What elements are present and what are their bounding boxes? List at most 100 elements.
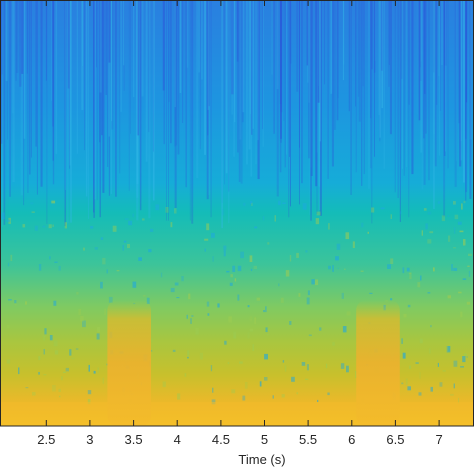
- spectrogram-streak: [99, 0, 101, 143]
- spectrogram-speckle: [437, 362, 439, 367]
- spectrogram-streak: [177, 0, 180, 155]
- spectrogram-streak: [133, 0, 135, 98]
- spectrogram-speckle: [429, 231, 434, 234]
- spectrogram-speckle: [466, 301, 471, 305]
- spectrogram-speckle: [6, 325, 10, 329]
- spectrogram-streak: [206, 0, 209, 200]
- spectrogram-speckle: [127, 244, 130, 249]
- spectrogram-speckle: [224, 340, 227, 345]
- spectrogram-streak: [423, 0, 426, 185]
- spectrogram-speckle: [332, 265, 334, 272]
- spectrogram-streak: [233, 0, 235, 157]
- spectrogram-speckle: [212, 387, 214, 393]
- spectrogram-streak: [136, 0, 139, 198]
- spectrogram-streak: [168, 0, 170, 102]
- spectrogram-streak: [162, 0, 165, 91]
- spectrogram-speckle: [187, 356, 189, 359]
- spectrogram-streak: [379, 0, 381, 142]
- spectrogram-streak: [0, 0, 3, 144]
- spectrogram-speckle: [289, 255, 292, 262]
- spectrogram-speckle: [415, 362, 419, 364]
- spectrogram-streak: [204, 0, 206, 155]
- spectrogram-speckle: [336, 243, 341, 250]
- spectrogram-speckle: [102, 377, 104, 384]
- spectrogram-streak: [316, 0, 318, 215]
- spectrogram-streak: [199, 0, 201, 150]
- spectrogram-streak: [337, 0, 339, 98]
- spectrogram-speckle: [328, 265, 331, 270]
- spectrogram-streak: [388, 0, 390, 65]
- spectrogram-streak: [379, 0, 381, 138]
- spectrogram-streak: [23, 0, 26, 139]
- spectrogram-speckle: [87, 399, 91, 405]
- spectrogram-speckle: [430, 325, 432, 328]
- spectrogram-streak: [242, 0, 245, 113]
- spectrogram-streak: [236, 0, 239, 62]
- spectrogram-speckle: [25, 387, 29, 389]
- spectrogram-streak: [280, 0, 282, 143]
- spectrogram-streak: [52, 0, 54, 127]
- spectrogram-speckle: [155, 204, 160, 211]
- spectrogram-speckle: [263, 310, 265, 313]
- spectrogram-streak: [231, 0, 234, 95]
- spectrogram-streak: [469, 0, 472, 140]
- spectrogram-speckle: [249, 255, 253, 262]
- spectrogram-streak: [46, 0, 48, 224]
- spectrogram-speckle: [390, 258, 394, 264]
- spectrogram-speckle: [278, 283, 280, 287]
- spectrogram-speckle: [439, 382, 443, 387]
- spectrogram-streak: [36, 0, 38, 195]
- spectrogram-streak: [174, 0, 177, 147]
- spectrogram-speckle: [327, 392, 330, 396]
- spectrogram-speckle: [223, 245, 227, 250]
- spectrogram-speckle: [423, 208, 427, 211]
- spectrogram-speckle: [369, 292, 373, 294]
- spectrogram-streak: [283, 0, 285, 121]
- spectrogram-speckle: [284, 365, 287, 372]
- spectrogram-speckle: [307, 290, 310, 296]
- spectrogram-streak: [355, 0, 357, 173]
- spectrogram-speckle: [128, 220, 133, 226]
- spectrogram-speckle: [402, 352, 406, 359]
- spectrogram-speckle: [25, 301, 27, 305]
- spectrogram-speckle: [454, 214, 459, 220]
- spectrogram-streak: [248, 0, 251, 150]
- spectrogram-streak: [145, 0, 148, 162]
- spectrogram-speckle: [96, 333, 100, 340]
- spectrogram-speckle: [371, 207, 375, 213]
- spectrogram-streak: [316, 0, 318, 153]
- spectrogram-event-2: [356, 300, 400, 426]
- spectrogram-speckle: [462, 278, 467, 280]
- spectrogram-streak: [238, 0, 241, 182]
- spectrogram-speckle: [43, 374, 47, 376]
- spectrogram-streak: [383, 0, 385, 169]
- spectrogram-streak: [308, 0, 311, 159]
- spectrogram-speckle: [80, 315, 84, 322]
- spectrogram-streak: [69, 0, 70, 169]
- spectrogram-speckle: [328, 223, 330, 230]
- spectrogram-streak: [405, 0, 408, 168]
- spectrogram-speckle: [274, 215, 276, 222]
- spectrogram-streak: [15, 0, 17, 81]
- spectrogram-streak: [420, 0, 422, 81]
- spectrogram-streak: [52, 0, 54, 161]
- spectrogram-streak: [257, 0, 259, 141]
- spectrogram-streak: [425, 0, 427, 134]
- spectrogram-speckle: [453, 201, 456, 205]
- spectrogram-speckle: [367, 231, 369, 234]
- spectrogram-streak: [465, 0, 467, 139]
- spectrogram-speckle: [247, 332, 250, 339]
- spectrogram-streak: [394, 0, 396, 193]
- spectrogram-streak: [319, 0, 322, 216]
- spectrogram-speckle: [239, 361, 243, 364]
- spectrogram-speckle: [403, 313, 407, 318]
- spectrogram-speckle: [401, 382, 404, 385]
- spectrogram-speckle: [457, 221, 462, 225]
- spectrogram-speckle: [453, 267, 458, 271]
- spectrogram-speckle: [305, 250, 308, 253]
- spectrogram-streak: [252, 0, 254, 129]
- spectrogram-speckle: [14, 303, 17, 306]
- spectrogram-streak: [458, 0, 461, 124]
- spectrogram-streak: [176, 0, 178, 146]
- spectrogram-streak: [1, 0, 3, 75]
